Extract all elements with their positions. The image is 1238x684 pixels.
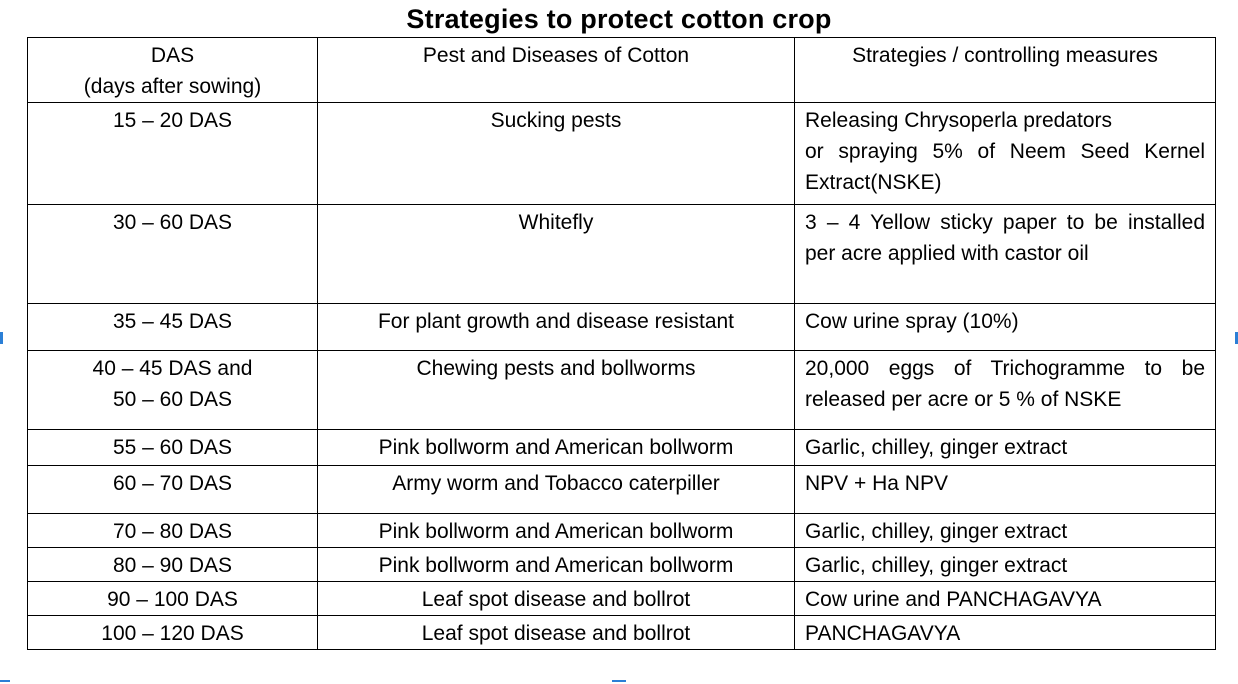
table-row: 55 – 60 DAS Pink bollworm and American b… [27, 429, 1216, 466]
table-row: 70 – 80 DAS Pink bollworm and American b… [27, 513, 1216, 548]
das-cell: 30 – 60 DAS [27, 204, 318, 304]
header-das: DAS (days after sowing) [27, 37, 318, 103]
das-cell: 40 – 45 DAS and 50 – 60 DAS [27, 350, 318, 430]
pest-cell: Pink bollworm and American bollworm [317, 547, 795, 582]
das-cell: 80 – 90 DAS [27, 547, 318, 582]
pest-cell: Chewing pests and bollworms [317, 350, 795, 430]
pest-cell: For plant growth and disease resistant [317, 303, 795, 351]
strategy-cell: NPV + Ha NPV [794, 465, 1216, 514]
strategy-cell: Cow urine and PANCHAGAVYA [794, 581, 1216, 616]
strategy-cell: Releasing Chrysoperla predators or spray… [794, 102, 1216, 205]
pest-cell: Leaf spot disease and bollrot [317, 581, 795, 616]
pest-cell: Pink bollworm and American bollworm [317, 513, 795, 548]
strategy-cell: Garlic, chilley, ginger extract [794, 429, 1216, 466]
das-cell: 60 – 70 DAS [27, 465, 318, 514]
table-row: 60 – 70 DAS Army worm and Tobacco caterp… [27, 465, 1216, 514]
pest-cell: Sucking pests [317, 102, 795, 205]
strategy-cell: Cow urine spray (10%) [794, 303, 1216, 351]
das-cell: 35 – 45 DAS [27, 303, 318, 351]
das-cell: 55 – 60 DAS [27, 429, 318, 466]
strategy-cell: 20,000 eggs of Trichogramme to be releas… [794, 350, 1216, 430]
page-title: Strategies to protect cotton crop [406, 4, 832, 34]
selection-handle-bottom-center[interactable] [612, 680, 626, 682]
pest-cell: Whitefly [317, 204, 795, 304]
table-row: 35 – 45 DAS For plant growth and disease… [27, 303, 1216, 351]
selection-handle-bottom-left[interactable] [0, 680, 10, 682]
pest-cell: Leaf spot disease and bollrot [317, 615, 795, 650]
table-row: 40 – 45 DAS and 50 – 60 DAS Chewing pest… [27, 350, 1216, 430]
selection-handle-left[interactable] [0, 332, 3, 344]
header-pest: Pest and Diseases of Cotton [317, 37, 795, 103]
das-cell: 90 – 100 DAS [27, 581, 318, 616]
table-row: 30 – 60 DAS Whitefly 3 – 4 Yellow sticky… [27, 204, 1216, 304]
das-cell: 15 – 20 DAS [27, 102, 318, 205]
selection-handle-right[interactable] [1235, 332, 1238, 344]
table-row: 90 – 100 DAS Leaf spot disease and bollr… [27, 581, 1216, 616]
strategy-table: DAS (days after sowing) Pest and Disease… [27, 37, 1216, 650]
das-cell: 100 – 120 DAS [27, 615, 318, 650]
table-row: 80 – 90 DAS Pink bollworm and American b… [27, 547, 1216, 582]
table-header-row: DAS (days after sowing) Pest and Disease… [27, 37, 1216, 103]
pest-cell: Army worm and Tobacco caterpiller [317, 465, 795, 514]
strategy-cell: Garlic, chilley, ginger extract [794, 547, 1216, 582]
header-strategy: Strategies / controlling measures [794, 37, 1216, 103]
table-row: 15 – 20 DAS Sucking pests Releasing Chry… [27, 102, 1216, 205]
das-cell: 70 – 80 DAS [27, 513, 318, 548]
strategy-cell: 3 – 4 Yellow sticky paper to be installe… [794, 204, 1216, 304]
table-row: 100 – 120 DAS Leaf spot disease and boll… [27, 615, 1216, 650]
strategy-cell: Garlic, chilley, ginger extract [794, 513, 1216, 548]
pest-cell: Pink bollworm and American bollworm [317, 429, 795, 466]
strategy-cell: PANCHAGAVYA [794, 615, 1216, 650]
